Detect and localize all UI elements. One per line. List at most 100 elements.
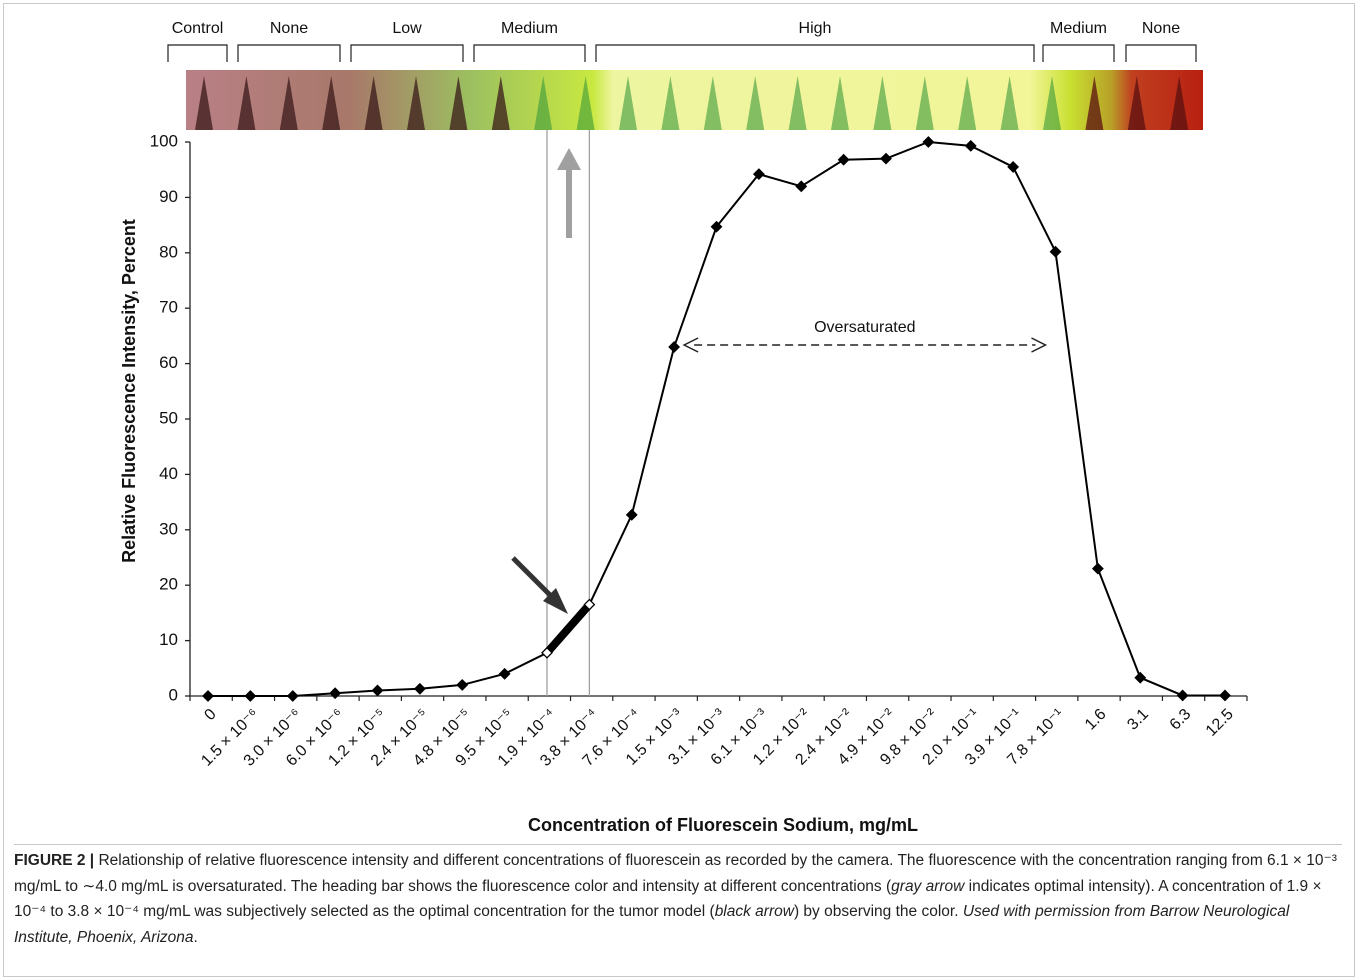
y-tick-label: 40 — [159, 464, 178, 483]
color-strip — [186, 70, 1203, 130]
band-label: Medium — [1050, 20, 1107, 37]
caption-label: FIGURE 2 | — [14, 852, 95, 869]
data-point — [880, 152, 892, 165]
tube — [831, 76, 849, 130]
band-bracket — [167, 44, 228, 62]
band-label: Low — [392, 20, 422, 37]
band-bracket — [350, 44, 464, 62]
tube — [619, 76, 637, 130]
black-arrow — [511, 556, 556, 601]
tube — [279, 76, 298, 130]
data-point — [456, 679, 469, 691]
x-tick-label: 0 — [201, 706, 219, 724]
data-point — [625, 508, 638, 521]
data-point — [1007, 161, 1020, 173]
data-point — [413, 682, 426, 695]
data-point — [668, 341, 681, 353]
band-bracket — [473, 44, 586, 62]
tube — [1170, 76, 1189, 130]
band-label: None — [270, 20, 308, 37]
caption-text: Used with permission from Barrow Neurolo… — [14, 903, 1290, 946]
y-tick-label: 30 — [159, 519, 178, 538]
tube — [576, 76, 595, 130]
caption-text: gray arrow — [891, 877, 965, 895]
x-tick-label: 1.6 — [1082, 706, 1110, 734]
band-bracket — [1042, 44, 1115, 62]
data-point — [1091, 562, 1104, 575]
y-tick-label: 60 — [159, 353, 178, 372]
data-point — [752, 168, 765, 181]
tubes — [195, 76, 1189, 130]
data-point — [1176, 689, 1189, 702]
data-point — [329, 687, 342, 700]
data-point — [1219, 689, 1231, 702]
tube — [1000, 76, 1019, 130]
y-tick-label: 20 — [159, 575, 178, 594]
optimal-segment — [543, 601, 593, 656]
band-label: Medium — [501, 20, 558, 37]
x-tick-label: 12.5 — [1203, 706, 1237, 740]
y-tick-label: 70 — [159, 298, 178, 317]
data-point — [1049, 245, 1062, 258]
annotation: Oversaturated — [814, 319, 915, 336]
black-arrow-head — [543, 588, 568, 614]
gray-arrow-head — [557, 148, 581, 170]
x-tick-label: 6.3 — [1167, 706, 1195, 734]
data-point — [244, 690, 257, 702]
caption-text: . — [193, 928, 198, 946]
y-tick-label: 90 — [159, 187, 178, 206]
data-point — [1134, 671, 1147, 684]
data-point — [541, 646, 553, 659]
y-axis-label: Relative Fluorescence Intensity, Percent — [119, 219, 139, 563]
data-point — [498, 667, 511, 680]
tube — [364, 76, 383, 130]
data-point — [710, 220, 723, 233]
caption-text: Relationship of relative fluorescence in… — [14, 852, 1337, 895]
tube — [703, 76, 722, 130]
data-point — [837, 153, 850, 166]
tube — [746, 76, 765, 130]
annotation-arrow-head — [1031, 337, 1048, 353]
tube — [915, 76, 934, 130]
data-point — [371, 684, 384, 697]
tube — [788, 76, 807, 130]
tube — [958, 76, 977, 130]
band-bracket — [595, 44, 1035, 62]
tube — [449, 76, 468, 130]
tube — [661, 76, 680, 130]
chart: Relative Fluorescence Intensity, Percent… — [119, 20, 1248, 835]
band-label: None — [1142, 20, 1180, 37]
y-tick-label: 10 — [159, 630, 178, 649]
tube — [407, 76, 425, 130]
band-bracket — [1125, 44, 1197, 62]
tube — [237, 76, 256, 130]
data-point — [964, 139, 977, 152]
caption-text: ) by observing the color. — [793, 903, 963, 921]
tube — [873, 76, 892, 130]
caption: FIGURE 2 | Relationship of relative fluo… — [14, 844, 1342, 950]
annotation-arrow-head — [682, 337, 699, 353]
caption-text: indicates optimal intensity). A concentr… — [14, 877, 1322, 921]
y-tick-label: 0 — [169, 685, 178, 704]
tube — [534, 76, 553, 130]
data-point — [583, 598, 596, 611]
tube — [195, 76, 213, 130]
tube — [1043, 76, 1061, 130]
data-point — [286, 690, 299, 702]
tube — [491, 76, 510, 130]
figure: Relative Fluorescence Intensity, Percent… — [3, 3, 1355, 977]
tube — [1127, 76, 1146, 130]
band-label: High — [799, 20, 832, 37]
x-tick-label: 3.1 — [1124, 706, 1152, 734]
data-point — [922, 136, 935, 148]
y-tick-label: 100 — [150, 131, 178, 150]
band-bracket — [237, 44, 341, 62]
tube — [322, 76, 341, 130]
tube — [1085, 76, 1104, 130]
x-axis-label: Concentration of Fluorescein Sodium, mg/… — [528, 815, 918, 835]
y-tick-label: 80 — [159, 242, 178, 261]
band-label: Control — [172, 20, 224, 37]
y-tick-label: 50 — [159, 408, 178, 427]
data-point — [795, 180, 808, 193]
data-point — [202, 690, 214, 702]
